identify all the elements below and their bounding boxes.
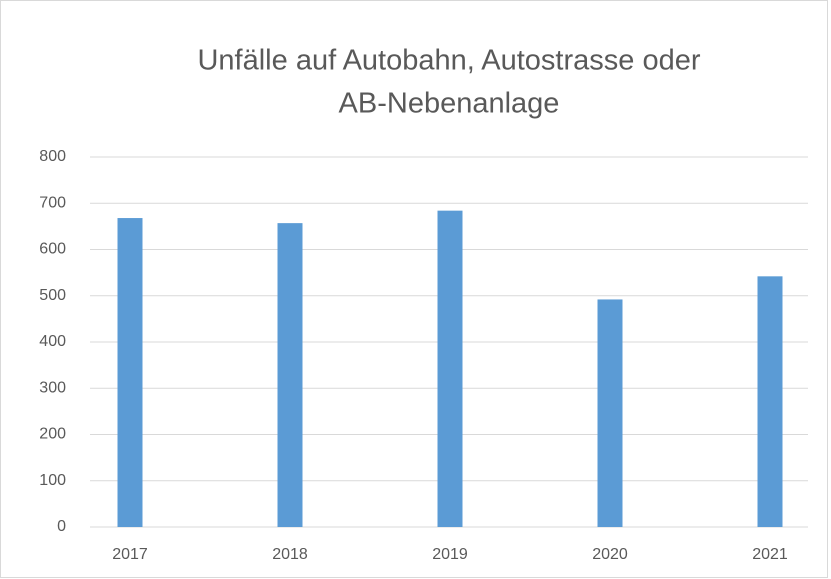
bar: [117, 218, 143, 528]
bar: [757, 276, 783, 527]
x-tick-label: 2018: [272, 546, 308, 563]
x-tick-label: 2017: [112, 546, 148, 563]
y-tick-label: 400: [39, 333, 66, 350]
y-tick-label: 200: [39, 426, 66, 443]
x-tick-label: 2021: [752, 546, 788, 563]
y-tick-label: 600: [39, 241, 66, 258]
y-tick-label: 0: [57, 518, 66, 535]
bar: [437, 210, 463, 527]
y-tick-label: 700: [39, 194, 66, 211]
y-tick-label: 800: [39, 148, 66, 165]
y-tick-label: 100: [39, 472, 66, 489]
x-tick-label: 2020: [592, 546, 628, 563]
x-tick-label: 2019: [432, 546, 468, 563]
chart-title: Unfälle auf Autobahn, Autostrasse oder: [197, 45, 700, 77]
bar: [277, 223, 303, 527]
y-tick-label: 500: [39, 287, 66, 304]
bar: [597, 299, 623, 527]
y-tick-label: 300: [39, 379, 66, 396]
chart-title: AB-Nebenanlage: [339, 88, 560, 120]
